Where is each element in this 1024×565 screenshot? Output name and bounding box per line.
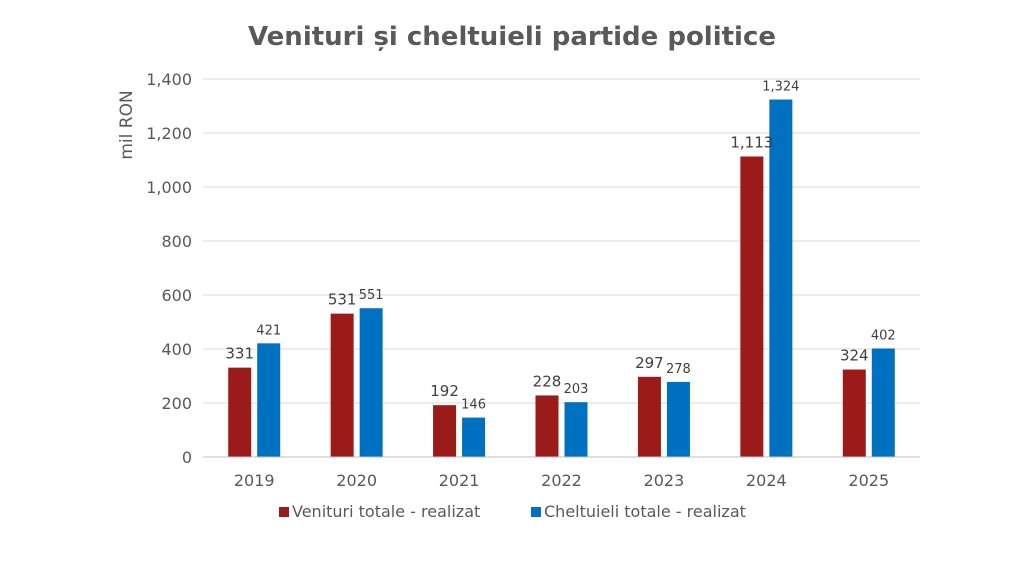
bars — [228, 99, 895, 458]
bar-cheltuieli — [257, 343, 281, 457]
bar-venituri — [637, 376, 661, 457]
gridlines — [203, 78, 920, 404]
x-tick-label: 2022 — [541, 471, 582, 490]
y-tick-label: 400 — [161, 340, 192, 359]
y-tick-label: 200 — [161, 394, 192, 413]
legend-swatch — [531, 507, 541, 517]
data-label: 203 — [564, 382, 589, 397]
data-label: 1,324 — [762, 80, 799, 95]
bar-venituri — [330, 313, 354, 457]
data-label: 1,113 — [730, 133, 773, 151]
bar-cheltuieli — [564, 402, 588, 457]
bar-venituri — [433, 405, 457, 457]
x-tick-label: 2025 — [848, 471, 889, 490]
bar-cheltuieli — [462, 417, 486, 457]
data-label: 421 — [256, 323, 281, 338]
data-label: 531 — [328, 291, 357, 309]
x-tick-label: 2021 — [439, 471, 480, 490]
y-tick-label: 800 — [161, 232, 192, 251]
x-tick-label: 2020 — [336, 471, 377, 490]
data-label: 402 — [871, 328, 896, 343]
bar-venituri — [740, 156, 764, 458]
data-label: 551 — [359, 288, 384, 303]
y-tick-label: 0 — [182, 448, 192, 467]
bar-cheltuieli — [666, 381, 690, 457]
y-axis-ticks: 0 200 400 600 800 1,000 1,200 1,400 — [146, 70, 192, 467]
data-label: 297 — [635, 354, 664, 372]
legend-label: Venituri totale - realizat — [292, 502, 480, 521]
y-tick-label: 1,400 — [146, 70, 192, 89]
data-label: 146 — [461, 398, 486, 413]
data-label: 331 — [225, 345, 254, 363]
bar-venituri — [842, 369, 866, 457]
x-tick-label: 2023 — [644, 471, 685, 490]
legend-swatch — [279, 507, 289, 517]
y-tick-label: 1,000 — [146, 178, 192, 197]
legend-label: Cheltuieli totale - realizat — [544, 502, 746, 521]
y-tick-label: 600 — [161, 286, 192, 305]
data-label: 278 — [666, 362, 691, 377]
bar-venituri — [535, 395, 559, 457]
bar-cheltuieli — [769, 99, 793, 458]
x-axis-ticks: 2019 2020 2021 2022 2023 2024 2025 — [234, 471, 889, 490]
bar-cheltuieli — [359, 308, 383, 457]
chart-title: Venituri și cheltuieli partide politice — [247, 22, 777, 52]
data-label: 228 — [533, 372, 562, 390]
legend: Venituri totale - realizat Cheltuieli tot… — [279, 502, 746, 521]
y-tick-label: 1,200 — [146, 124, 192, 143]
data-label: 324 — [840, 347, 869, 365]
y-axis-label: mil RON — [117, 90, 137, 159]
data-label: 192 — [430, 382, 459, 400]
x-tick-label: 2019 — [234, 471, 275, 490]
bar-cheltuieli — [871, 348, 895, 457]
x-tick-label: 2024 — [746, 471, 787, 490]
bar-venituri — [228, 367, 252, 457]
